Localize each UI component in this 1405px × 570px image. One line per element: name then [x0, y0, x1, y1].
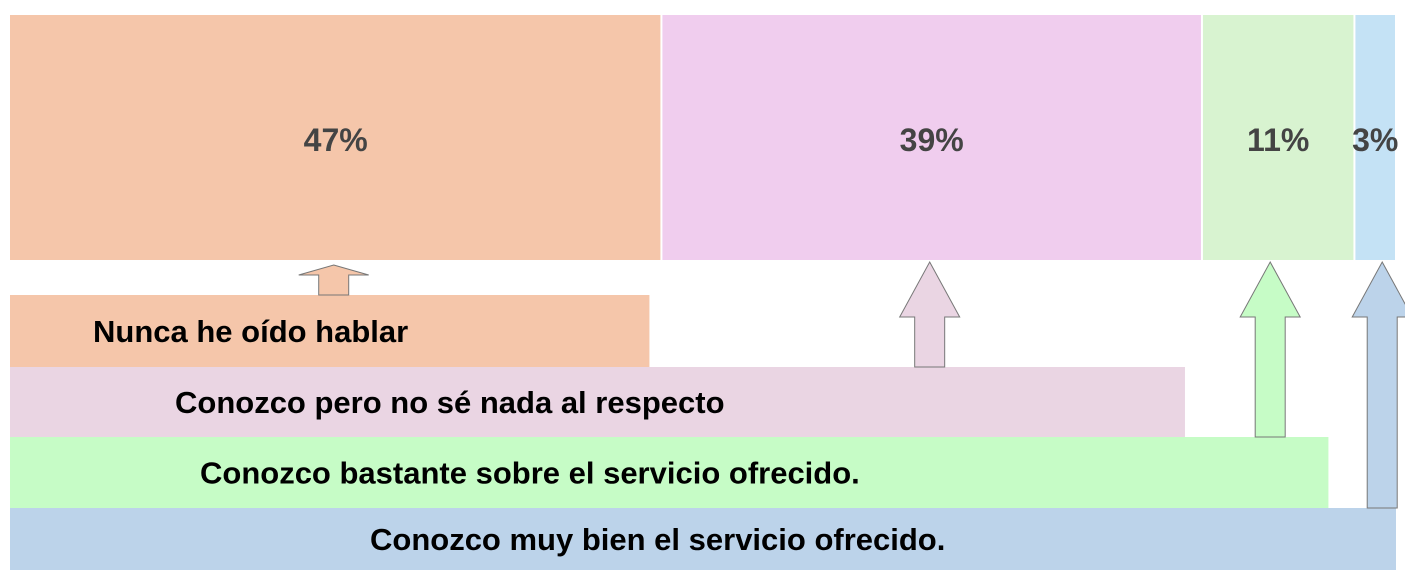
bar-segment	[662, 15, 1201, 260]
legend-box	[10, 508, 1396, 570]
bar-segment	[10, 15, 661, 260]
arrow	[898, 260, 961, 368]
value-label: 11%	[1247, 122, 1309, 158]
legend-label: Conozco bastante sobre el servicio ofrec…	[200, 456, 860, 491]
legend-label: Conozco pero no sé nada al respecto	[175, 385, 725, 420]
legend-box	[10, 367, 1185, 437]
arrow	[1351, 260, 1405, 509]
legend-box	[10, 295, 650, 367]
value-label: 3%	[1352, 122, 1398, 158]
bar-segment	[1355, 15, 1395, 260]
bar-segment	[1202, 15, 1354, 260]
legend-label: Nunca he oído hablar	[93, 314, 408, 349]
value-label: 47%	[304, 122, 368, 158]
legend-box	[10, 437, 1329, 508]
arrow	[1239, 260, 1302, 438]
value-label: 39%	[900, 122, 964, 158]
legend-label: Conozco muy bien el servicio ofrecido.	[370, 522, 945, 557]
arrow	[298, 264, 369, 296]
